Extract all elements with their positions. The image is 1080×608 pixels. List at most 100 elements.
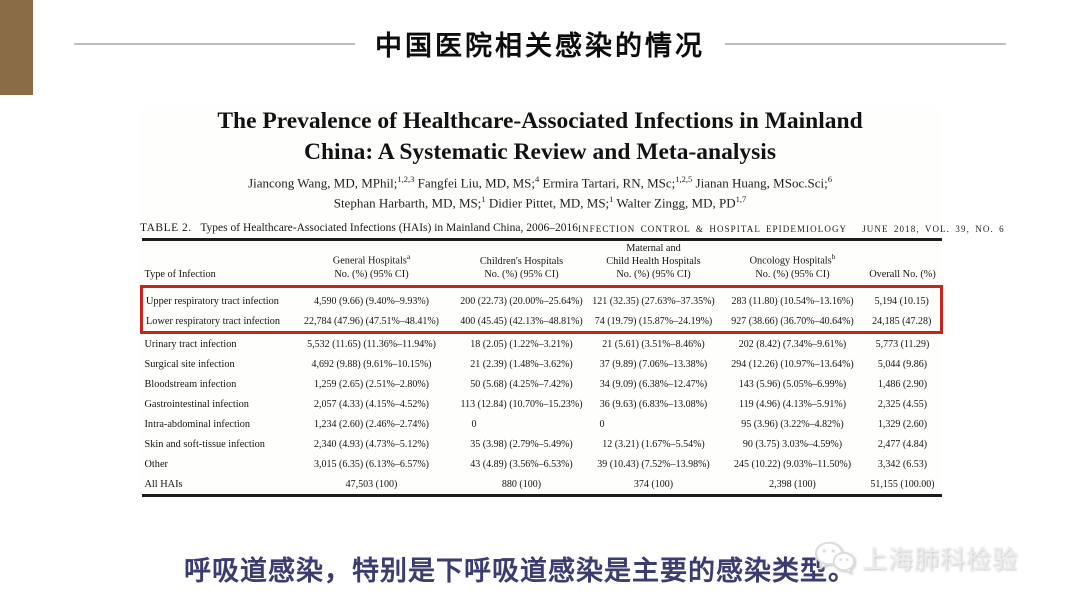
table-cell: 21 (5.61) (3.51%–8.46%) [602, 338, 705, 350]
table-cell: 113 (12.84) (10.70%–15.23%) [460, 398, 583, 410]
table-cell: 2,057 (4.33) (4.15%–4.52%) [314, 398, 429, 410]
table-cell: 18 (2.05) (1.22%–3.21%) [470, 338, 573, 350]
table-cell: 245 (10.22) (9.03%–11.50%) [733, 458, 852, 470]
header-hospital-group: Maternal and Child Health Hospitals No. (%… [585, 239, 722, 288]
table-cell: 374 (100) [633, 478, 674, 490]
infection-type-cell: Bloodstream infection [144, 378, 237, 390]
table-cell: 3,342 (6.53) [877, 458, 928, 470]
table-cell: 880 (100) [501, 478, 542, 490]
infection-type-cell: All HAIs [144, 478, 183, 490]
table-cell: 47,503 (100) [345, 478, 398, 490]
table-cell: 5,194 (10.15) [863, 285, 943, 312]
table-cell: 90 (3.75) 3.03%–4.59%) [742, 438, 843, 450]
table-cell: 400 (45.45) (42.13%–48.81%) [457, 311, 586, 335]
table-cell: 1,329 (2.60) [877, 418, 928, 430]
infection-type-cell: Lower respiratory tract infection [140, 311, 286, 335]
table-cell: 37 (9.89) (7.06%–13.38%) [599, 358, 708, 370]
author-line: Stephan Harbarth, MD, MS;1 Didier Pittet… [333, 193, 747, 211]
table-cell: 1,486 (2.90) [877, 378, 928, 390]
table-caption-row: TABLE 2. Types of Healthcare-Associated … [140, 221, 1004, 234]
table-cell: 74 (19.79) (15.87%–24.19%) [585, 311, 722, 335]
slide-title: 中国医院相关感染的情况 [375, 31, 705, 62]
table-cell: 283 (11.80) (10.54%–13.16%) [721, 285, 864, 312]
table-cell: 12 (3.21) (1.67%–5.54%) [602, 438, 705, 450]
table-row: Upper respiratory tract infection 4,590 (… [140, 285, 943, 312]
table-row: Intra-abdominal infection 1,234 (2.60) (2… [142, 414, 942, 434]
table-cell: 1,234 (2.60) (2.46%–2.74%) [314, 418, 429, 430]
infection-type-cell: Skin and soft-tissue infection [144, 438, 265, 450]
table-cell: 0 [471, 418, 477, 430]
conclusion-text: 呼吸道感染，特别是下呼吸道感染是主要的感染类型。 [184, 556, 856, 587]
table-cell: 927 (38.66) (36.70%–40.64%) [721, 311, 864, 335]
table-cell: 22,784 (47.96) (47.51%–48.41%) [285, 311, 458, 335]
table-cell: 24,185 (47.28) [863, 311, 943, 335]
table-cell: 4,692 (9.88) (9.61%–10.15%) [311, 358, 432, 370]
watermark: 上海肺科检验 [813, 540, 1018, 576]
table-cell: 143 (5.96) (5.05%–6.99%) [738, 378, 847, 390]
title-rule-left [74, 42, 355, 45]
table-cell: 21 (2.39) (1.48%–3.62%) [470, 358, 573, 370]
table-cell: 34 (9.09) (6.38%–12.47%) [599, 378, 708, 390]
journal-header: INFECTION CONTROL & HOSPITAL EPIDEMIOLOG… [578, 224, 1005, 234]
table-cell: 294 (12.26) (10.97%–13.64%) [731, 358, 854, 370]
table-row: Lower respiratory tract infection 22,784 … [140, 311, 943, 335]
table-cell: 2,325 (4.55) [877, 398, 928, 410]
header-hospital-group: Children's Hospitals No. (%) (95% CI) [457, 239, 586, 288]
table-cell: 200 (22.73) (20.00%–25.64%) [457, 285, 586, 312]
table-cell: 5,532 (11.65) (11.36%–11.94%) [307, 338, 436, 350]
paper-authors: Jiancong Wang, MD, MPhil;1,2,3 Fangfei L… [140, 173, 940, 213]
paper-title-line1: The Prevalence of Healthcare-Associated … [217, 108, 863, 134]
table-row: Skin and soft-tissue infection 2,340 (4.9… [142, 434, 942, 454]
header-overall: Overall No. (%) [863, 239, 942, 288]
wechat-icon [814, 541, 856, 574]
watermark-name: 上海肺科检验 [861, 545, 1018, 574]
table-cell: 5,044 (9.86) [877, 358, 928, 370]
author-line: Jiancong Wang, MD, MPhil;1,2,3 Fangfei L… [248, 174, 832, 191]
table-cell: 51,155 (100.00) [870, 478, 935, 490]
table-cell: 95 (3.96) (3.22%–4.82%) [741, 418, 844, 430]
header-hospital-group: General Hospitalsa No. (%) (95% CI) [285, 239, 458, 288]
infection-type-cell: Upper respiratory tract infection [140, 285, 286, 312]
table-cell: 2,398 (100) [769, 478, 816, 490]
header-type-of-infection: Type of Infection [141, 239, 286, 288]
table-cell: 39 (10.43) (7.52%–13.98%) [597, 458, 710, 470]
slide-accent-bar [0, 0, 33, 95]
table-row: Gastrointestinal infection 2,057 (4.33) (… [142, 394, 942, 414]
table-cell: 36 (9.63) (6.83%–13.08%) [599, 398, 708, 410]
table-cell: 4,590 (9.66) (9.40%–9.93%) [285, 285, 458, 312]
table-cell: 5,773 (11.29) [875, 338, 930, 350]
table-row: All HAIs 47,503 (100) 880 (100) 374 (100) 2,… [142, 474, 942, 496]
infection-type-cell: Surgical site infection [144, 358, 235, 370]
paper-title: The Prevalence of Healthcare-Associated … [140, 106, 940, 168]
table-caption-text: Types of Healthcare-Associated Infection… [200, 221, 578, 234]
slide-header: 中国医院相关感染的情况 [0, 24, 1080, 63]
table-cell: 50 (5.68) (4.25%–7.42%) [470, 378, 573, 390]
table-cell: 0 [599, 418, 605, 430]
table-cell: 2,340 (4.93) (4.73%–5.12%) [314, 438, 429, 450]
table-cell: 2,477 (4.84) [877, 438, 928, 450]
table-cell: 1,259 (2.65) (2.51%–2.80%) [314, 378, 429, 390]
table-header-row: Type of Infection General Hospitalsa No. (… [141, 239, 942, 288]
infection-type-cell: Intra-abdominal infection [144, 418, 251, 430]
table-cell: 202 (8.42) (7.34%–9.61%) [738, 338, 847, 350]
hai-types-table: Type of Infection General Hospitalsa No. (… [140, 237, 943, 498]
table-row: Bloodstream infection 1,259 (2.65) (2.51%… [142, 374, 942, 394]
table-caption-label: TABLE 2. [140, 221, 192, 234]
journal-issue: JUNE 2018, VOL. 39, NO. 6 [862, 223, 1005, 234]
table-cell: 119 (4.96) (4.13%–5.91%) [738, 398, 847, 410]
table-cell: 43 (4.89) (3.56%–6.53%) [470, 458, 573, 470]
table-row: Surgical site infection 4,692 (9.88) (9.6… [142, 354, 942, 374]
table-row: Other 3,015 (6.35) (6.13%–6.57%) 43 (4.89)… [142, 454, 942, 474]
infection-type-cell: Gastrointestinal infection [144, 398, 249, 410]
title-rule-right [725, 42, 1006, 45]
journal-name: INFECTION CONTROL & HOSPITAL EPIDEMIOLOG… [577, 223, 847, 234]
paper-excerpt: The Prevalence of Healthcare-Associated … [140, 106, 1004, 498]
infection-type-cell: Urinary tract infection [144, 338, 237, 350]
paper-title-line2: China: A Systematic Review and Meta-anal… [304, 139, 776, 166]
infection-type-cell: Other [144, 458, 168, 470]
table-cell: 35 (3.98) (2.79%–5.49%) [470, 438, 573, 450]
table-cell: 121 (32.35) (27.63%–37.35%) [585, 285, 722, 312]
header-hospital-group: Oncology Hospitalsb No. (%) (95% CI) [721, 239, 864, 288]
table-row: Urinary tract infection 5,532 (11.65) (11… [142, 333, 942, 355]
